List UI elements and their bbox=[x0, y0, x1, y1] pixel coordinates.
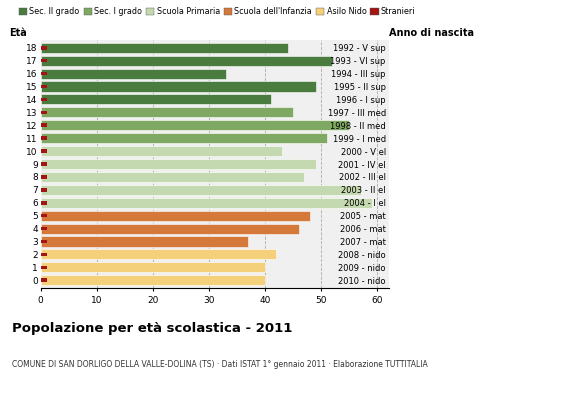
Bar bbox=[41, 253, 48, 256]
Bar bbox=[41, 68, 226, 79]
Bar bbox=[41, 59, 48, 62]
Text: Età: Età bbox=[9, 28, 27, 38]
Bar bbox=[41, 236, 248, 246]
Bar bbox=[41, 198, 372, 208]
Bar bbox=[41, 249, 276, 260]
Bar bbox=[41, 82, 316, 92]
Bar bbox=[41, 262, 265, 272]
Bar bbox=[41, 214, 48, 218]
Bar bbox=[41, 185, 361, 195]
Bar bbox=[41, 175, 48, 179]
Bar bbox=[41, 162, 48, 166]
Bar bbox=[41, 240, 48, 243]
Bar bbox=[41, 149, 48, 153]
Bar bbox=[41, 110, 48, 114]
Bar bbox=[41, 98, 48, 101]
Bar bbox=[41, 159, 316, 169]
Bar bbox=[41, 72, 48, 75]
Bar bbox=[41, 224, 299, 234]
Text: Anno di nascita: Anno di nascita bbox=[389, 28, 474, 38]
Bar bbox=[41, 124, 48, 127]
Bar bbox=[41, 227, 48, 230]
Bar bbox=[41, 201, 48, 204]
Legend: Sec. II grado, Sec. I grado, Scuola Primaria, Scuola dell'Infanzia, Asilo Nido, : Sec. II grado, Sec. I grado, Scuola Prim… bbox=[16, 4, 419, 20]
Bar bbox=[41, 211, 310, 221]
Bar bbox=[41, 94, 271, 104]
Bar bbox=[41, 275, 265, 285]
Text: COMUNE DI SAN DORLIGO DELLA VALLE-DOLINA (TS) · Dati ISTAT 1° gennaio 2011 · Ela: COMUNE DI SAN DORLIGO DELLA VALLE-DOLINA… bbox=[12, 360, 427, 369]
Bar bbox=[41, 146, 282, 156]
Bar bbox=[41, 133, 327, 143]
Bar bbox=[41, 266, 48, 269]
Bar bbox=[41, 120, 349, 130]
Bar bbox=[41, 136, 48, 140]
Bar bbox=[41, 107, 293, 117]
Text: Popolazione per età scolastica - 2011: Popolazione per età scolastica - 2011 bbox=[12, 322, 292, 335]
Bar bbox=[41, 278, 48, 282]
Bar bbox=[41, 56, 332, 66]
Bar bbox=[41, 43, 288, 53]
Bar bbox=[41, 85, 48, 88]
Bar bbox=[41, 188, 48, 192]
Bar bbox=[41, 46, 48, 50]
Bar bbox=[41, 172, 305, 182]
